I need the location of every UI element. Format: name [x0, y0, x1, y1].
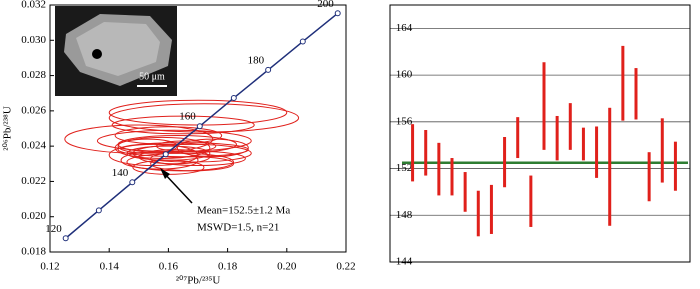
- concordia-point: [299, 38, 306, 45]
- arrow-line: [162, 171, 193, 204]
- error-bar: [673, 141, 677, 191]
- y-tick-label: 0.022: [21, 175, 46, 187]
- y-axis-label: ²⁰⁶Pb/²³⁸U: [2, 106, 14, 151]
- x-tick-label: 0.14: [100, 261, 120, 273]
- x-tick-label: 0.12: [40, 261, 59, 273]
- annotation: MSWD=1.5, n=21: [197, 222, 279, 234]
- error-bar: [489, 184, 493, 234]
- scale-bar-label: 50 μm: [139, 71, 165, 82]
- concordia-point: [265, 66, 272, 73]
- error-ellipse: [117, 138, 178, 154]
- inset-image: 50 μm: [55, 6, 177, 96]
- x-tick-label: 0.18: [218, 261, 238, 273]
- error-bar: [437, 142, 441, 196]
- age-label: 180: [248, 54, 265, 66]
- concordia-point: [95, 207, 102, 214]
- concordia-point: [334, 10, 341, 17]
- error-ellipse: [96, 129, 252, 152]
- crystal-core: [76, 22, 160, 76]
- error-ellipse: [176, 138, 249, 158]
- crystal-hole: [92, 49, 102, 59]
- error-ellipse: [150, 156, 235, 172]
- error-bar: [555, 115, 559, 161]
- y-tick-label: 148: [396, 209, 413, 221]
- error-bar: [568, 103, 572, 150]
- x-tick-label: 0.20: [277, 261, 297, 273]
- age-label: 120: [45, 223, 62, 235]
- annotation: Mean=152.5±1.2 Ma: [197, 205, 290, 217]
- plot-frame: [389, 4, 691, 263]
- y-tick-label: 0.024: [21, 140, 46, 152]
- x-tick-label: 0.16: [159, 261, 179, 273]
- x-axis-label: ²⁰⁷Pb/²³⁵U: [176, 275, 221, 287]
- error-ellipse: [111, 115, 255, 135]
- error-bar: [529, 175, 533, 227]
- y-tick-label: 160: [396, 69, 413, 81]
- error-bar: [503, 137, 507, 188]
- error-bar: [476, 190, 480, 237]
- concordia-point: [230, 94, 237, 101]
- y-tick-label: 0.032: [21, 0, 46, 11]
- age-label: 140: [112, 167, 129, 179]
- error-bar: [516, 117, 520, 159]
- error-bar: [450, 158, 454, 196]
- y-tick-label: 0.026: [21, 104, 46, 116]
- error-bar: [647, 152, 651, 202]
- arrow-head: [160, 168, 170, 179]
- error-bar: [424, 129, 428, 176]
- error-bar: [595, 126, 599, 178]
- error-bar: [542, 62, 546, 150]
- plot-frame: [49, 4, 347, 253]
- y-tick-label: 0.030: [21, 34, 46, 46]
- x-tick-label: 0.22: [336, 261, 355, 273]
- error-ellipse: [114, 126, 223, 145]
- error-bar: [411, 124, 415, 182]
- error-bar: [608, 107, 612, 226]
- error-bar: [581, 127, 585, 161]
- age-label: 160: [179, 111, 196, 123]
- y-tick-label: 164: [396, 22, 413, 34]
- y-tick-label: 0.020: [21, 210, 46, 222]
- y-tick-label: 152: [396, 162, 413, 174]
- concordia-point: [62, 235, 69, 242]
- concordia-point: [196, 123, 203, 130]
- error-bar: [463, 172, 467, 212]
- error-bar: [621, 45, 625, 121]
- error-bar: [660, 118, 664, 183]
- concordia-point: [162, 151, 169, 158]
- concordia-point: [129, 179, 136, 186]
- y-tick-label: 156: [396, 115, 413, 127]
- error-bar: [634, 68, 638, 120]
- y-tick-label: 0.028: [21, 69, 46, 81]
- ellipses: [64, 99, 300, 175]
- error-ellipse: [108, 143, 199, 167]
- y-tick-label: 0.018: [21, 246, 46, 258]
